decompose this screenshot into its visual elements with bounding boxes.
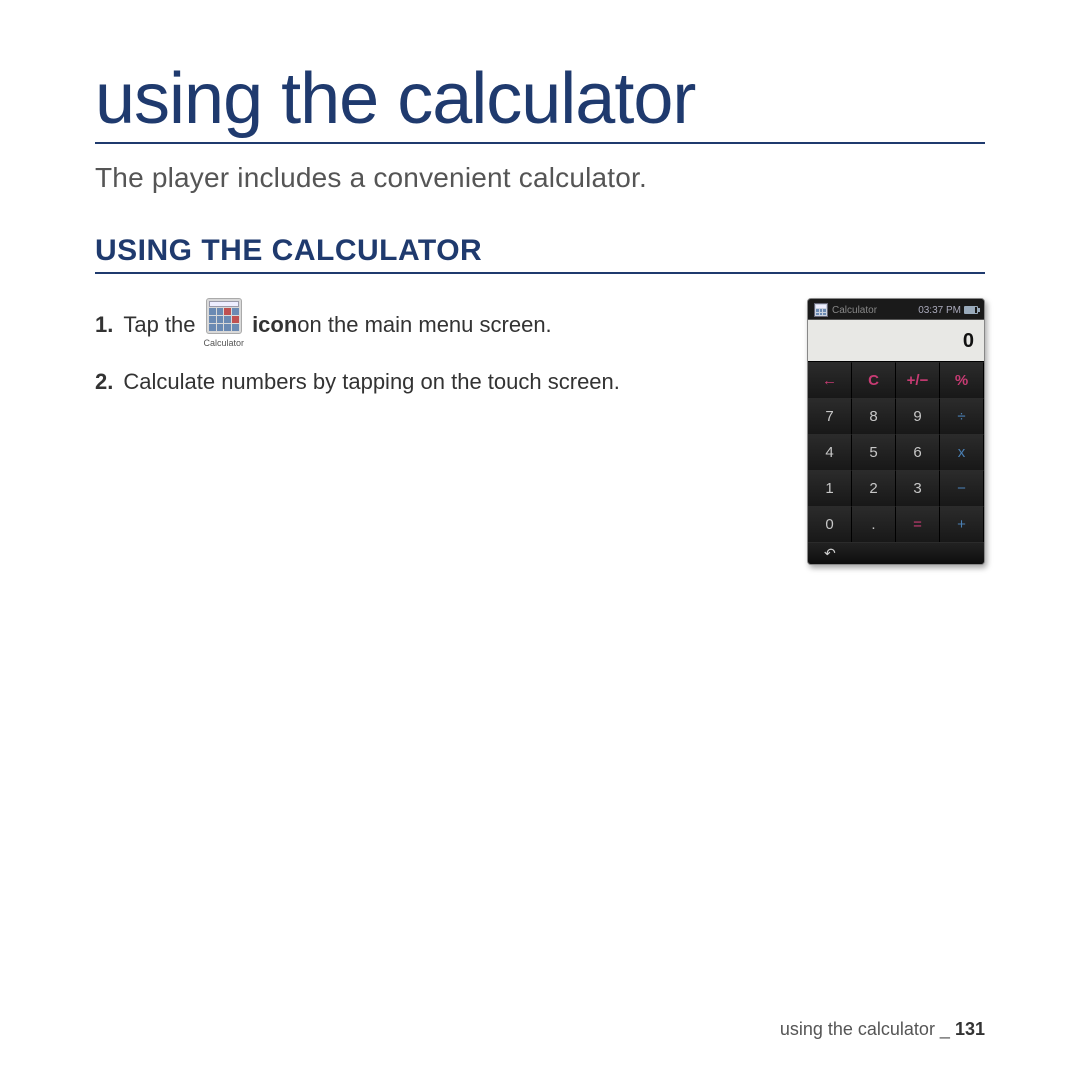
- calc-key-0[interactable]: 0: [808, 506, 852, 542]
- calc-key-9[interactable]: 9: [896, 398, 940, 434]
- status-app-label: Calculator: [832, 305, 877, 316]
- calculator-icon: [206, 298, 242, 334]
- step-number: 1.: [95, 307, 113, 342]
- calc-key-op19[interactable]: +: [940, 506, 984, 542]
- calc-key-op7[interactable]: ÷: [940, 398, 984, 434]
- calc-key-op0[interactable]: ←: [808, 362, 852, 398]
- calc-key-C[interactable]: C: [852, 362, 896, 398]
- step-number: 2.: [95, 364, 113, 399]
- status-time: 03:37 PM: [918, 305, 961, 316]
- calc-key-1[interactable]: 1: [808, 470, 852, 506]
- section-heading: USING THE CALCULATOR: [95, 234, 985, 274]
- calc-key-4[interactable]: 4: [808, 434, 852, 470]
- step-text-post: on the main menu screen.: [297, 307, 551, 342]
- calc-key-7[interactable]: 7: [808, 398, 852, 434]
- back-icon[interactable]: ↶: [824, 545, 836, 562]
- device-softkey-bar: ↶: [808, 542, 984, 564]
- manual-page: using the calculator The player includes…: [0, 0, 1080, 565]
- intro-text: The player includes a convenient calcula…: [95, 162, 985, 194]
- status-bar: Calculator 03:37 PM: [808, 299, 984, 319]
- calc-key-8[interactable]: 8: [852, 398, 896, 434]
- calc-display: 0: [808, 319, 984, 362]
- calc-keypad: ←C+/−% 789÷ 456x 123− 0.=+: [808, 362, 984, 542]
- calc-key-op18[interactable]: =: [896, 506, 940, 542]
- page-title: using the calculator: [95, 58, 985, 144]
- footer-text: using the calculator _: [780, 1019, 955, 1039]
- steps-list: 1. Tap the Calculator icon on the main m…: [95, 298, 779, 414]
- calculator-app-icon: Calculator: [204, 298, 245, 350]
- step-1: 1. Tap the Calculator icon on the main m…: [95, 298, 779, 350]
- calc-key-op17[interactable]: .: [852, 506, 896, 542]
- calculator-icon: [814, 303, 828, 317]
- page-footer: using the calculator _ 131: [780, 1019, 985, 1040]
- battery-icon: [964, 306, 978, 314]
- calc-key-x[interactable]: x: [940, 434, 984, 470]
- page-number: 131: [955, 1019, 985, 1039]
- content-row: 1. Tap the Calculator icon on the main m…: [95, 298, 985, 565]
- step-text-bold: icon: [252, 307, 297, 342]
- calc-key-6[interactable]: 6: [896, 434, 940, 470]
- step-2: 2. Calculate numbers by tapping on the t…: [95, 364, 779, 399]
- calc-key-2[interactable]: 2: [852, 470, 896, 506]
- icon-caption: Calculator: [204, 336, 245, 350]
- step-text-pre: Tap the: [123, 307, 195, 342]
- calc-key-3[interactable]: 3: [896, 470, 940, 506]
- calc-key-op2[interactable]: +/−: [896, 362, 940, 398]
- calc-key-5[interactable]: 5: [852, 434, 896, 470]
- calc-key-op3[interactable]: %: [940, 362, 984, 398]
- calc-key-op15[interactable]: −: [940, 470, 984, 506]
- step-text: Calculate numbers by tapping on the touc…: [123, 364, 620, 399]
- calculator-screenshot: Calculator 03:37 PM 0 ←C+/−% 789÷ 456x 123−…: [807, 298, 985, 565]
